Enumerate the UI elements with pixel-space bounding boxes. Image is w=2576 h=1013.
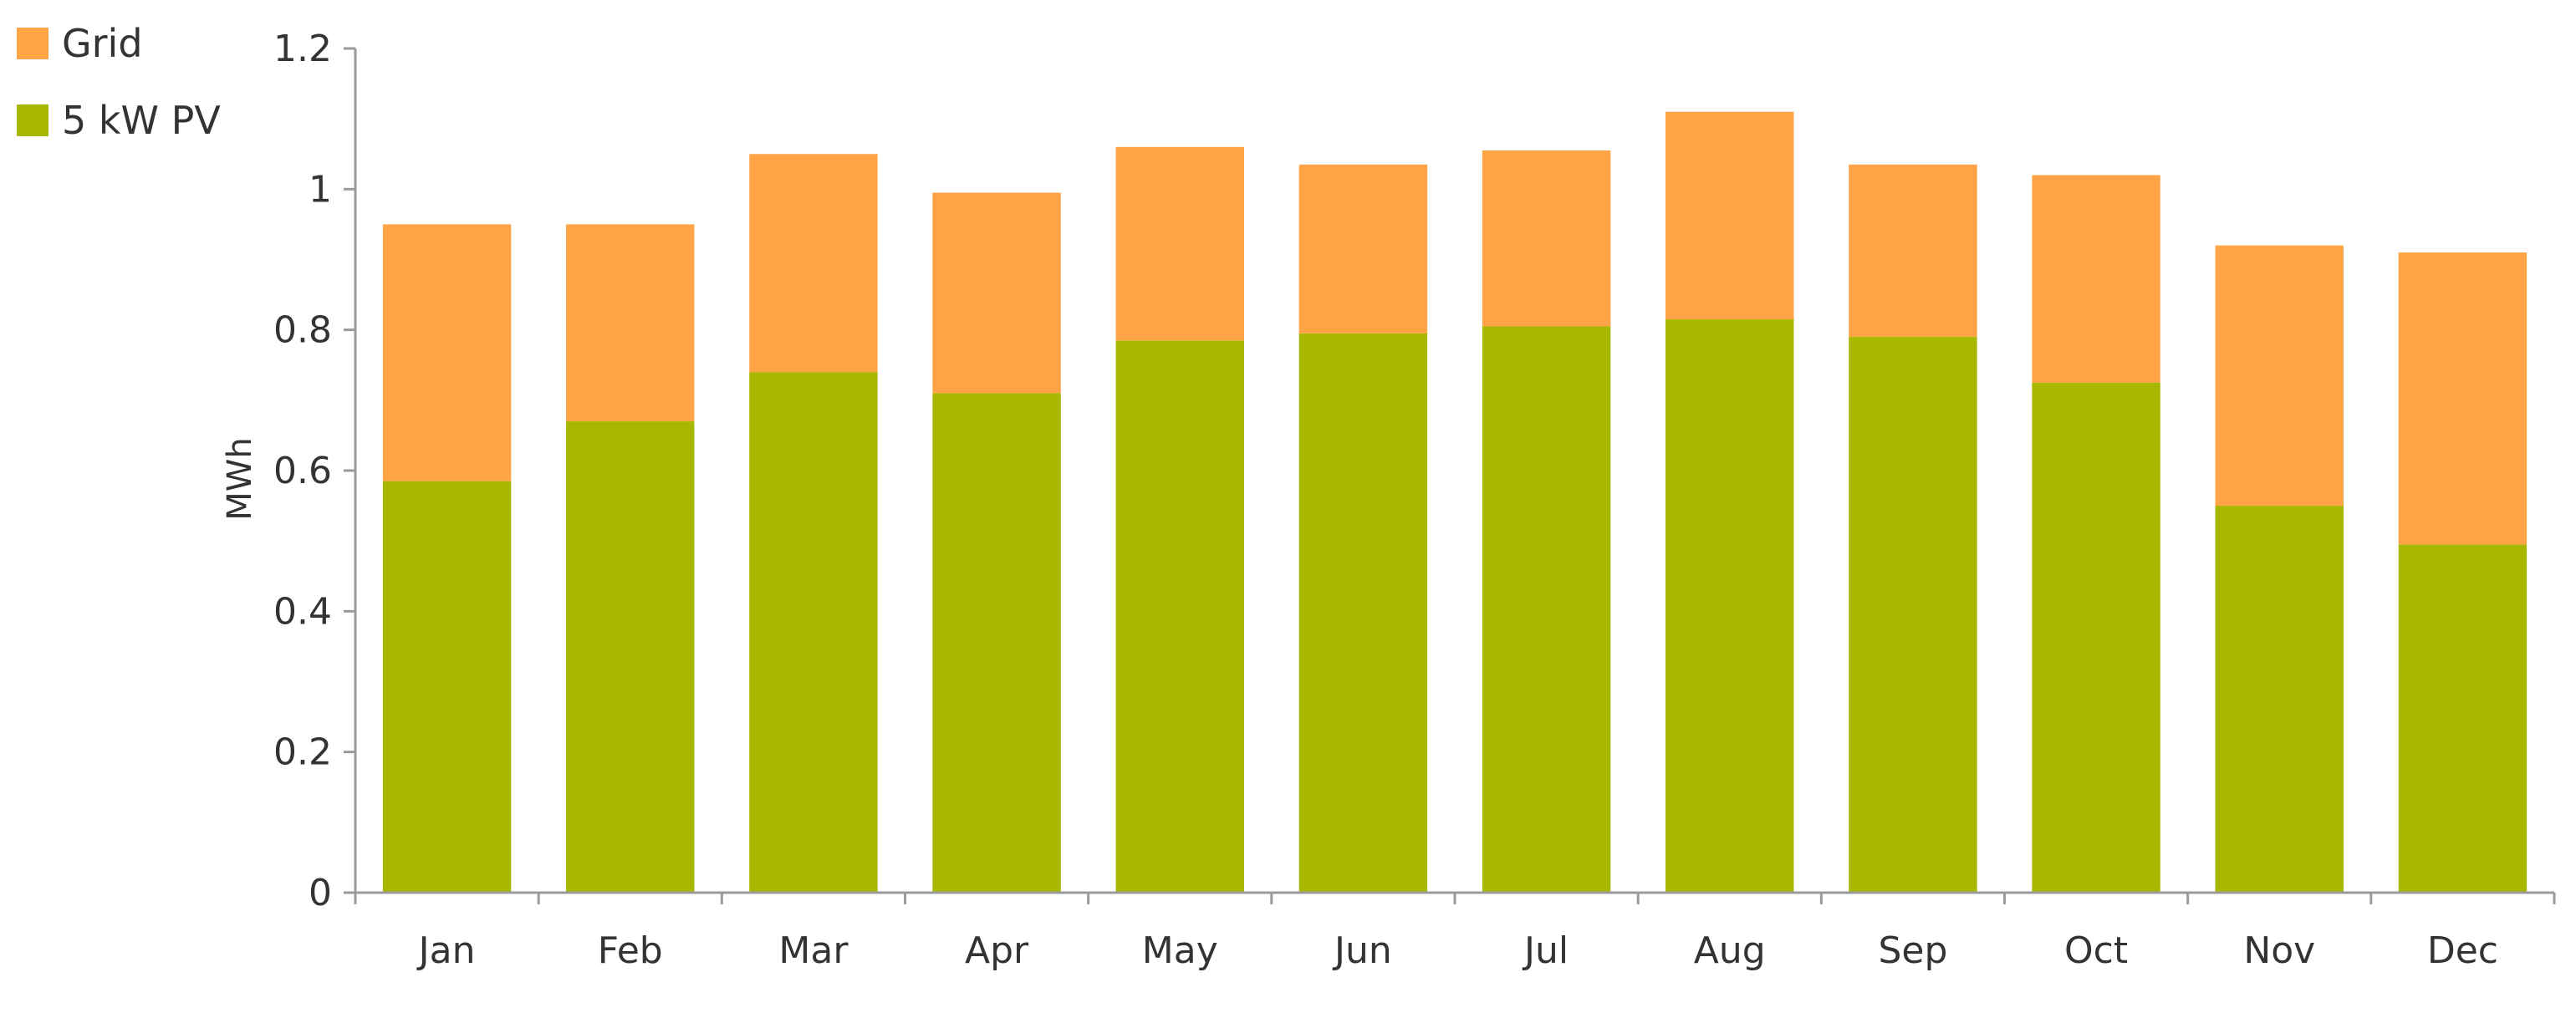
y-tick-label: 1.2 [273,28,332,70]
bar-pv-jan [382,481,512,893]
x-tick-label-oct: Oct [2064,929,2128,972]
y-tick-label: 0.2 [273,731,332,774]
x-tick-label-sep: Sep [1878,929,1947,972]
bar-pv-feb [566,421,695,893]
x-tick-label-mar: Mar [778,929,849,972]
bar-grid-jul [1482,150,1611,327]
bar-grid-sep [1849,164,1977,338]
y-tick-label: 0 [309,872,332,914]
legend-label-pv: 5 kW PV [62,98,221,143]
x-tick-label-jul: Jul [1522,929,1569,972]
bar-pv-nov [2215,506,2344,893]
bar-grid-jan [382,224,512,481]
bar-pv-apr [932,393,1061,893]
bar-pv-aug [1665,319,1794,893]
y-tick-label: 0.4 [273,590,332,633]
legend-item-grid: Grid [17,20,221,67]
legend-label-grid: Grid [62,21,143,66]
bar-pv-dec [2398,544,2528,893]
bar-grid-jun [1298,164,1428,333]
axes-group [344,47,2556,904]
chart-legend: Grid 5 kW PV [17,20,221,174]
bar-grid-dec [2398,252,2528,545]
y-tick-label: 0.6 [273,450,332,492]
bar-grid-nov [2215,245,2344,506]
y-tick-label: 0.8 [273,309,332,352]
bar-pv-sep [1849,337,1977,893]
bar-grid-apr [932,192,1061,394]
x-tick-label-nov: Nov [2243,929,2315,972]
legend-item-pv: 5 kW PV [17,97,221,144]
x-tick-label-feb: Feb [598,929,663,972]
bar-pv-jun [1298,333,1428,893]
x-tick-label-may: May [1142,929,1218,972]
bar-pv-mar [749,372,878,893]
bar-grid-oct [2032,175,2160,383]
bar-pv-oct [2032,382,2160,893]
bar-grid-mar [749,154,878,373]
legend-swatch-pv [17,104,48,136]
bar-grid-may [1115,146,1244,341]
x-tick-label-apr: Apr [965,929,1029,972]
bar-grid-aug [1665,111,1794,320]
x-tick-label-aug: Aug [1694,929,1766,972]
x-tick-label-dec: Dec [2427,929,2498,972]
y-tick-label: 1 [309,168,332,211]
x-tick-label-jan: Jan [416,929,476,972]
y-axis-title: MWh [221,437,259,520]
bar-pv-may [1115,340,1244,893]
labels-group: 0 0.2 0.4 0.6 0.8 1 1.2 Jan Feb Mar Apr May Jun Jul Au… [221,28,2498,972]
bar-pv-jul [1482,326,1611,893]
bar-group [382,111,2528,893]
bar-grid-feb [566,224,695,422]
legend-swatch-grid [17,28,48,59]
x-tick-label-jun: Jun [1332,929,1392,972]
